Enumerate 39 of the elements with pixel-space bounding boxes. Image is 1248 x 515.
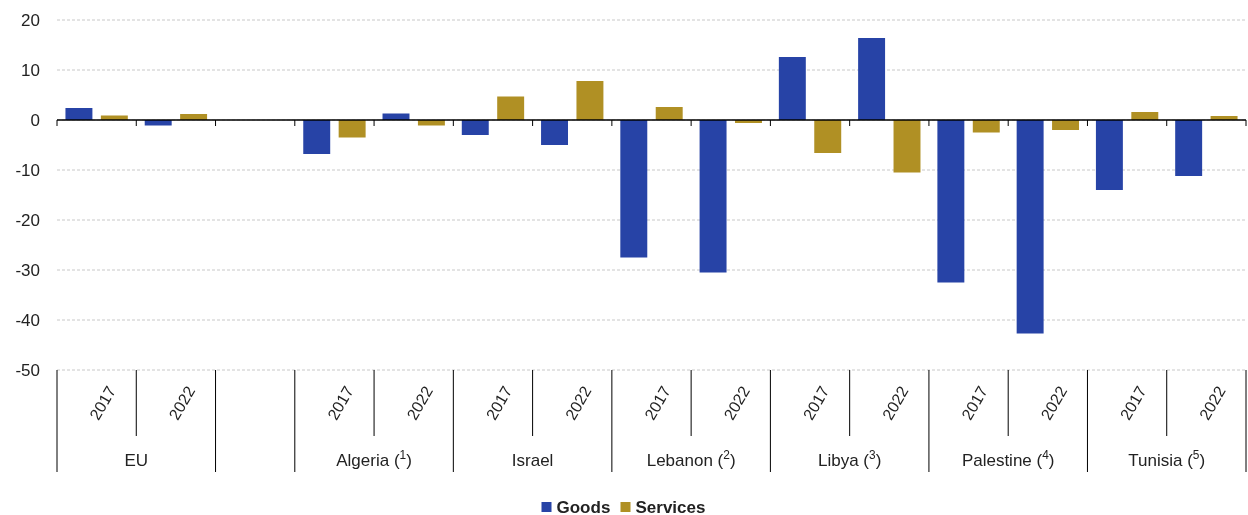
- bar: [778, 57, 806, 120]
- legend-label: Goods: [556, 497, 611, 515]
- y-tick-label: -20: [15, 210, 40, 230]
- text: Tunisia ($^{5}$): [1128, 448, 1206, 470]
- text: Libya ($^{3}$): [818, 448, 882, 470]
- y-tick-label: 20: [21, 10, 40, 30]
- bar: [1095, 120, 1123, 190]
- y-tick-label: 0: [30, 110, 40, 130]
- text: EU: [124, 451, 149, 470]
- bar: [1052, 120, 1080, 130]
- bar: [461, 120, 489, 135]
- bar: [1175, 120, 1203, 176]
- bar: [937, 120, 965, 283]
- text: Israel: [511, 451, 554, 470]
- bar: [655, 107, 683, 120]
- y-tick-label: -30: [15, 260, 40, 280]
- bar: [1016, 120, 1044, 334]
- y-tick-label: 10: [21, 60, 40, 80]
- text: Algeria ($^{1}$): [336, 448, 412, 470]
- bar: [699, 120, 727, 273]
- bar: [303, 120, 331, 154]
- bar: [338, 120, 366, 138]
- bar: [858, 38, 886, 120]
- legend-label: Services: [635, 497, 706, 515]
- bar: [497, 96, 525, 120]
- y-tick-label: -40: [15, 310, 40, 330]
- bar: [65, 108, 93, 120]
- bar: [814, 120, 842, 153]
- text: Palestine ($^{4}$): [961, 448, 1055, 470]
- bar: [620, 120, 648, 258]
- y-tick-label: -50: [15, 360, 40, 380]
- bar: [417, 120, 445, 126]
- bar: [144, 120, 172, 126]
- y-tick-label: -10: [15, 160, 40, 180]
- text: Lebanon ($^{2}$): [646, 448, 736, 470]
- bar: [576, 81, 604, 120]
- bar: [541, 120, 569, 145]
- bar: [893, 120, 921, 173]
- bar: [972, 120, 1000, 133]
